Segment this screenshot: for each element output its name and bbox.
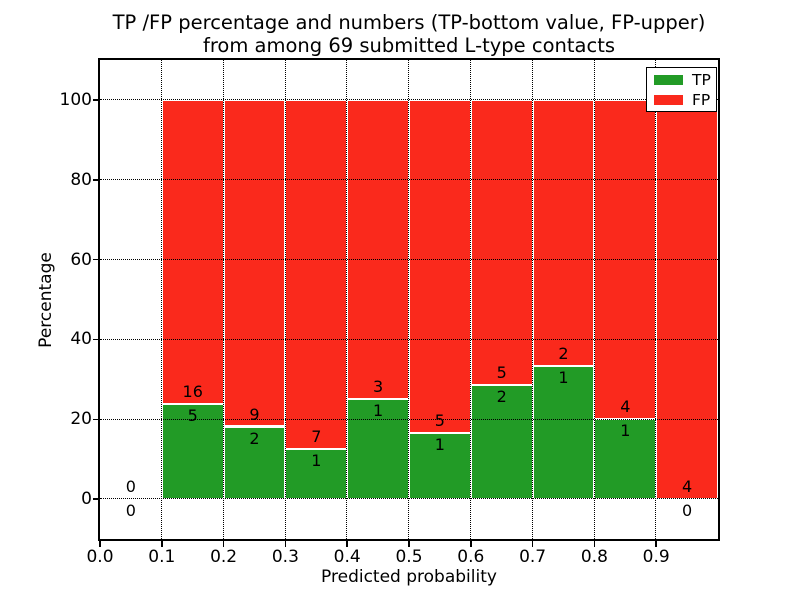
y-axis-label: Percentage <box>36 252 56 348</box>
tp-count-label: 5 <box>187 406 198 426</box>
x-tick-label: 0.7 <box>519 547 547 567</box>
fp-bar <box>409 99 471 433</box>
fp-count-label: 2 <box>558 344 569 364</box>
y-tick <box>92 258 98 261</box>
gridline-v <box>470 60 472 539</box>
y-tick-label: 80 <box>70 169 92 190</box>
gridline-v <box>161 60 163 539</box>
y-tick <box>92 498 98 500</box>
fp-count-label: 7 <box>311 427 322 447</box>
tp-count-label: 2 <box>496 387 507 407</box>
tp-count-label: 1 <box>558 368 569 388</box>
x-tick-label: 0.2 <box>210 547 238 567</box>
y-tick-label: 60 <box>70 249 92 270</box>
tp-bar <box>656 499 718 502</box>
x-axis-label: Predicted probability <box>321 567 497 587</box>
fp-count-label: 9 <box>249 404 260 424</box>
y-tick <box>92 99 98 101</box>
tp-count-label: 0 <box>682 501 693 521</box>
y-tick-label: 0 <box>81 489 92 510</box>
tp-count-label: 1 <box>620 421 631 441</box>
plot-area: 0 0 16 5 9 2 7 1 3 1 5 1 5 2 2 1 4 1 4 0 <box>100 60 718 539</box>
fp-bar <box>347 99 409 400</box>
x-tick <box>161 541 163 547</box>
bars-layer <box>100 60 718 539</box>
fp-bar <box>470 99 533 386</box>
y-tick <box>92 179 98 181</box>
x-tick-label: 0.6 <box>457 547 485 567</box>
x-tick <box>222 541 225 547</box>
legend-fp-swatch <box>654 94 683 105</box>
tp-bar <box>532 366 595 500</box>
chart-title-line2: from among 69 submitted L-type contacts <box>202 34 616 57</box>
fp-bar <box>532 99 595 367</box>
fp-bar <box>161 99 224 405</box>
fp-count-label: 4 <box>682 477 693 497</box>
chart-title-line1: TP /FP percentage and numbers (TP-bottom… <box>112 11 706 34</box>
fp-count-label: 5 <box>496 363 507 383</box>
tp-count-label: 2 <box>249 428 260 448</box>
y-tick-label: 100 <box>59 89 92 110</box>
grid-layer <box>100 60 718 539</box>
gridline-v <box>284 60 286 539</box>
legend-fp-label: FP <box>692 90 711 109</box>
legend-tp-label: TP <box>692 70 711 89</box>
x-tick <box>593 541 596 547</box>
tp-bar <box>409 432 471 500</box>
x-tick-label: 0.1 <box>148 547 176 567</box>
tp-count-label: 1 <box>373 401 384 421</box>
legend: TP FP <box>646 67 717 112</box>
x-tick <box>655 541 657 547</box>
gridline-v <box>346 60 348 539</box>
y-tick <box>92 418 98 420</box>
legend-tp-swatch <box>654 74 683 85</box>
fp-count-label: 0 <box>125 477 136 497</box>
gridline-v <box>655 60 657 539</box>
legend-row-fp: FP <box>654 92 716 108</box>
tp-bar <box>347 399 409 500</box>
x-tick-label: 0.9 <box>642 547 670 567</box>
x-tick-label: 0.0 <box>86 547 114 567</box>
gridline-v <box>531 60 533 539</box>
legend-row-tp: TP <box>654 72 716 88</box>
x-tick <box>408 541 410 547</box>
gridline-v <box>222 60 224 539</box>
x-tick <box>531 541 534 547</box>
x-tick-label: 0.3 <box>271 547 299 567</box>
fp-count-label: 5 <box>434 410 445 430</box>
tp-bar <box>161 404 224 500</box>
y-tick <box>92 338 98 341</box>
fp-count-label: 16 <box>182 382 203 402</box>
y-tick-label: 20 <box>70 409 92 430</box>
gridline-v <box>408 60 410 539</box>
tp-count-label: 0 <box>125 501 136 521</box>
tp-count-label: 1 <box>434 434 445 454</box>
x-tick <box>346 541 348 547</box>
x-tick <box>284 541 287 547</box>
fp-bar <box>285 99 348 450</box>
fp-bar <box>656 99 718 500</box>
bar-labels-layer: 0 0 16 5 9 2 7 1 3 1 5 1 5 2 2 1 4 1 4 0 <box>100 60 718 539</box>
y-tick-label: 40 <box>70 329 92 350</box>
gridline-v <box>593 60 595 539</box>
fp-count-label: 4 <box>620 397 631 417</box>
x-tick <box>99 541 101 547</box>
fp-count-label: 3 <box>373 377 384 397</box>
x-tick-label: 0.5 <box>395 547 423 567</box>
x-tick-label: 0.8 <box>580 547 608 567</box>
x-tick <box>470 541 472 547</box>
x-tick-label: 0.4 <box>333 547 361 567</box>
tp-count-label: 1 <box>311 451 322 471</box>
chart-title: TP /FP percentage and numbers (TP-bottom… <box>113 11 706 57</box>
